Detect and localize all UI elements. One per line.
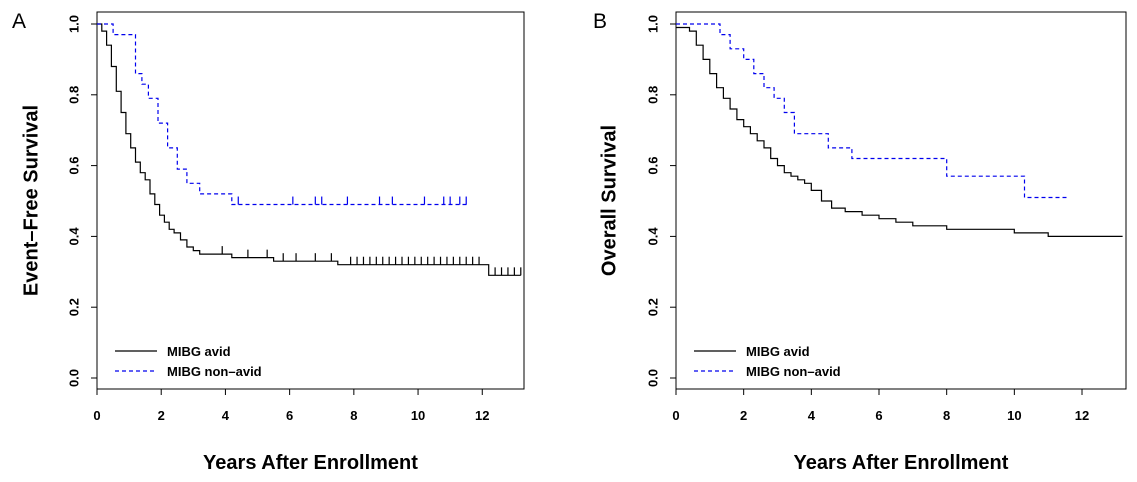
y-axis-title: Event–Free Survival <box>20 105 42 296</box>
y-tick-label: 0.6 <box>66 157 81 175</box>
y-tick-label: 0.2 <box>66 298 81 316</box>
x-tick-label: 8 <box>350 408 357 423</box>
x-tick-label: 6 <box>875 408 882 423</box>
legend-label: MIBG non–avid <box>167 364 262 379</box>
legend-label: MIBG non–avid <box>746 364 841 379</box>
y-tick-label: 0.4 <box>66 227 81 246</box>
y-tick-label: 0.8 <box>645 86 660 104</box>
y-tick-label: 0.0 <box>645 369 660 387</box>
plot-frame <box>675 11 1127 390</box>
panel-A: A 0 2 4 6 8 10 12 0.0 0.2 0.4 0.6 0.8 1.0 Years After … <box>12 10 525 474</box>
y-tick-label: 0.0 <box>66 369 81 387</box>
x-tick-label: 2 <box>158 408 165 423</box>
series-line-mibg-avid <box>676 26 1123 237</box>
panel-label: B <box>593 10 607 33</box>
y-tick-label: 1.0 <box>66 15 81 33</box>
y-tick-label: 0.8 <box>66 86 81 104</box>
series-line-mibg-avid <box>97 23 521 276</box>
x-tick-label: 10 <box>411 408 425 423</box>
y-tick-label: 1.0 <box>645 15 660 33</box>
x-tick-label: 2 <box>740 408 747 423</box>
y-tick-label: 0.4 <box>645 227 660 246</box>
x-tick-label: 10 <box>1007 408 1021 423</box>
series-line-mibg-non-avid <box>676 23 1069 199</box>
legend-label: MIBG avid <box>746 344 810 359</box>
x-tick-label: 4 <box>808 408 816 423</box>
y-axis-title: Overall Survival <box>598 125 620 276</box>
y-tick-label: 0.2 <box>645 298 660 316</box>
panel-B: B 0 2 4 6 8 10 12 0.0 0.2 0.4 0.6 0.8 1.0 Years After … <box>593 10 1127 474</box>
x-tick-label: 0 <box>672 408 679 423</box>
x-tick-label: 0 <box>93 408 100 423</box>
series-line-mibg-non-avid <box>97 23 470 206</box>
x-axis-title: Years After Enrollment <box>794 452 1009 474</box>
x-tick-label: 12 <box>1075 408 1089 423</box>
legend-label: MIBG avid <box>167 344 231 359</box>
x-tick-label: 4 <box>222 408 230 423</box>
panel-label: A <box>12 10 26 33</box>
x-tick-label: 8 <box>943 408 950 423</box>
x-axis-title: Years After Enrollment <box>203 452 418 474</box>
x-tick-label: 6 <box>286 408 293 423</box>
x-tick-label: 12 <box>475 408 489 423</box>
plot-frame <box>96 11 525 390</box>
y-tick-label: 0.6 <box>645 157 660 175</box>
